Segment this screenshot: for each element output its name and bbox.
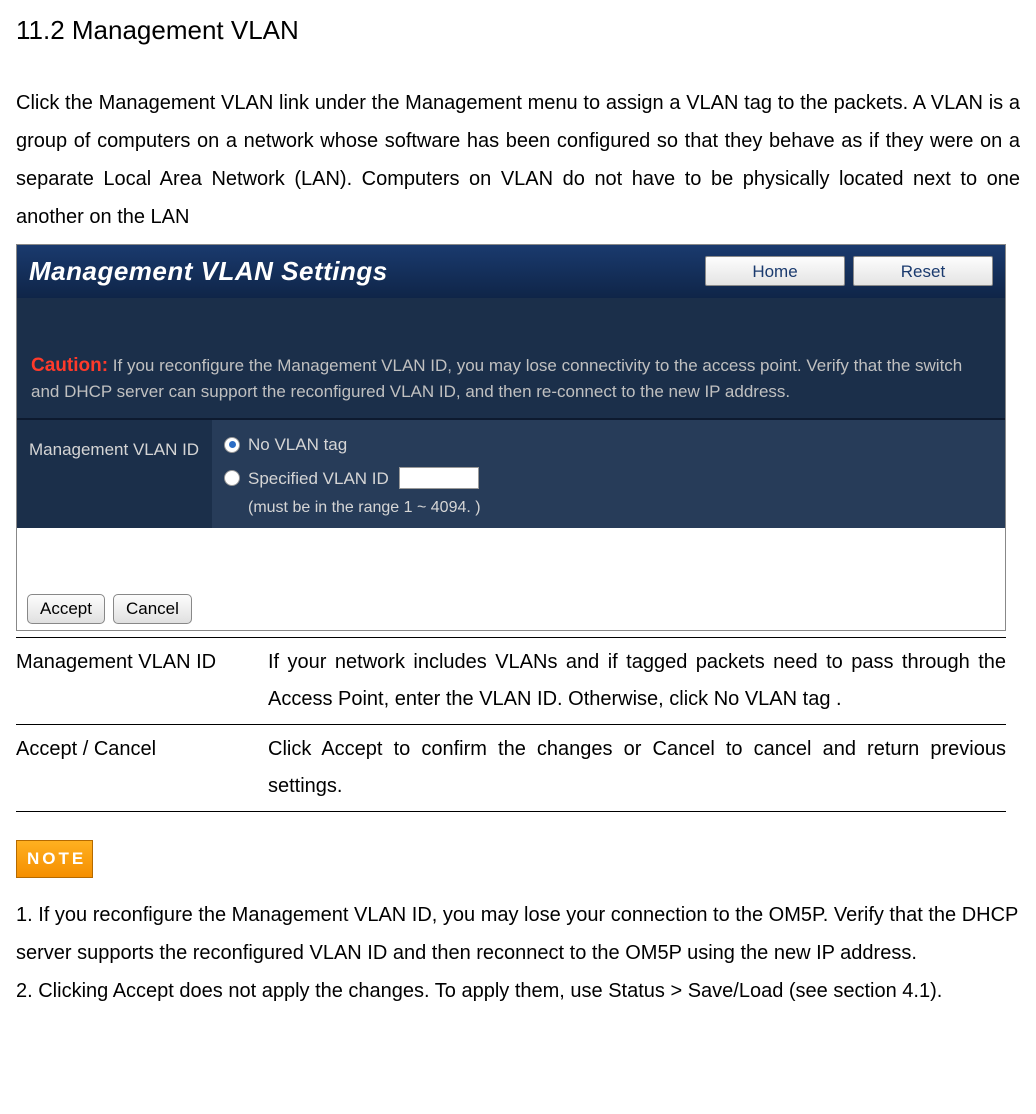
radio-no-vlan[interactable]: No VLAN tag [224, 428, 993, 461]
panel-dark-spacer [17, 298, 1005, 338]
note-list: 1. If you reconfigure the Management VLA… [16, 896, 1020, 1010]
vlan-id-options: No VLAN tag Specified VLAN ID (must be i… [212, 420, 1005, 528]
radio-icon [224, 437, 240, 453]
table-row: Accept / Cancel Click Accept to confirm … [16, 725, 1006, 812]
home-button[interactable]: Home [705, 256, 845, 286]
def-term: Accept / Cancel [16, 725, 268, 812]
radio-specified-label: Specified VLAN ID [248, 465, 389, 492]
panel-footer: Accept Cancel [17, 588, 1005, 630]
def-desc: If your network includes VLANs and if ta… [268, 638, 1006, 725]
radio-specified-vlan[interactable]: Specified VLAN ID [224, 462, 993, 495]
note-badge: NOTE [16, 840, 93, 877]
radio-dot-icon [229, 441, 236, 448]
accept-button[interactable]: Accept [27, 594, 105, 624]
table-row: Management VLAN ID If your network inclu… [16, 638, 1006, 725]
def-term: Management VLAN ID [16, 638, 268, 725]
caution-block: Caution: If you reconfigure the Manageme… [17, 338, 1005, 418]
def-desc: Click Accept to confirm the changes or C… [268, 725, 1006, 812]
radio-no-vlan-label: No VLAN tag [248, 431, 347, 458]
panel-header-buttons: Home Reset [705, 256, 993, 286]
reset-button[interactable]: Reset [853, 256, 993, 286]
vlan-id-row: Management VLAN ID No VLAN tag Specified… [17, 418, 1005, 528]
panel-header: Management VLAN Settings Home Reset [17, 245, 1005, 299]
note-item: 1. If you reconfigure the Management VLA… [16, 896, 1020, 972]
vlan-id-input[interactable] [399, 467, 479, 489]
caution-text: If you reconfigure the Management VLAN I… [31, 356, 962, 401]
panel-white-spacer [17, 528, 1005, 588]
vlan-id-label: Management VLAN ID [17, 420, 212, 528]
panel-title: Management VLAN Settings [29, 251, 388, 293]
section-title: 11.2 Management VLAN [16, 10, 1020, 52]
vlan-range-note: (must be in the range 1 ~ 4094. ) [224, 495, 993, 521]
vlan-settings-panel: Management VLAN Settings Home Reset Caut… [16, 244, 1006, 632]
cancel-button[interactable]: Cancel [113, 594, 192, 624]
caution-label: Caution: [31, 355, 108, 376]
definition-table: Management VLAN ID If your network inclu… [16, 637, 1006, 812]
intro-paragraph: Click the Management VLAN link under the… [16, 84, 1020, 236]
radio-icon [224, 470, 240, 486]
note-item: 2. Clicking Accept does not apply the ch… [16, 972, 1020, 1010]
